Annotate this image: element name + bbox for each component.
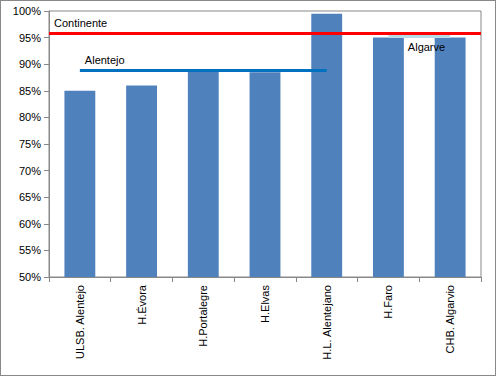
- svg-text:95%: 95%: [19, 32, 41, 44]
- svg-text:60%: 60%: [19, 218, 41, 230]
- svg-text:ULSB. Alentejo: ULSB. Alentejo: [74, 285, 86, 359]
- svg-text:50%: 50%: [19, 271, 41, 283]
- svg-text:85%: 85%: [19, 85, 41, 97]
- svg-text:Alentejo: Alentejo: [85, 54, 125, 66]
- svg-text:Continente: Continente: [54, 17, 107, 29]
- svg-text:90%: 90%: [19, 58, 41, 70]
- svg-text:H.Portalegre: H.Portalegre: [197, 285, 209, 347]
- svg-text:CHB. Algarvio: CHB. Algarvio: [444, 285, 456, 353]
- svg-text:55%: 55%: [19, 244, 41, 256]
- svg-text:Algarve: Algarve: [408, 41, 445, 53]
- svg-text:H.Évora: H.Évora: [136, 284, 148, 325]
- svg-text:70%: 70%: [19, 165, 41, 177]
- svg-text:100%: 100%: [13, 5, 41, 17]
- svg-text:H.Elvas: H.Elvas: [259, 285, 271, 323]
- svg-text:80%: 80%: [19, 111, 41, 123]
- svg-text:H.Faro: H.Faro: [382, 285, 394, 319]
- svg-text:65%: 65%: [19, 191, 41, 203]
- svg-text:75%: 75%: [19, 138, 41, 150]
- svg-text:H.L. Alentejano: H.L. Alentejano: [321, 285, 333, 360]
